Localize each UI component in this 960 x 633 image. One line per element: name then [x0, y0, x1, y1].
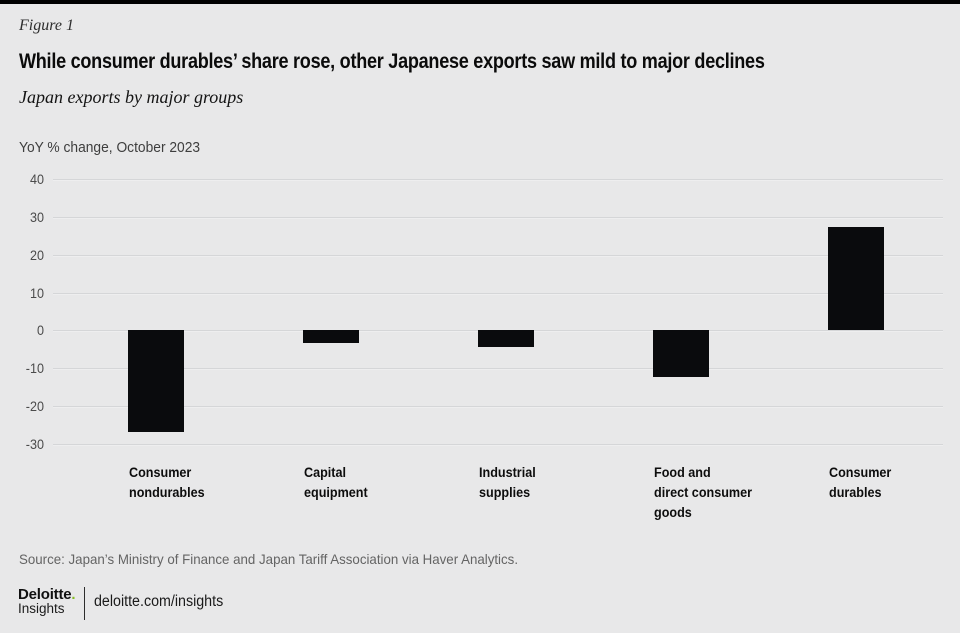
deloitte-green-dot: . — [71, 586, 76, 603]
bar-industrial-supplies — [477, 330, 534, 348]
page-title: While consumer durables’ share rose, oth… — [19, 50, 765, 73]
y-tick-label-10: 10 — [29, 284, 44, 301]
y-tick-label--30: -30 — [25, 436, 44, 452]
gridline-10 — [53, 292, 943, 294]
bar-food-and-direct-consumer-goods — [652, 330, 709, 377]
category-label-consumer-nondurables: Consumer nondurables — [128, 464, 205, 500]
logo-divider — [84, 587, 85, 620]
deloitte-wordmark: Deloitte — [18, 586, 72, 603]
bar-consumer-durables — [827, 226, 884, 331]
figure-label: Figure 1 — [19, 17, 74, 34]
gridline--20 — [53, 406, 943, 408]
gridline-20 — [53, 254, 943, 256]
y-tick-label--10: -10 — [25, 360, 44, 377]
category-label-capital-equipment: Capital equipment — [303, 464, 368, 500]
y-tick-label--20: -20 — [25, 398, 44, 415]
category-label-food-and-direct-consumer-goods: Food and direct consumer goods — [653, 464, 752, 520]
source-text: Source: Japan’s Ministry of Finance and … — [19, 551, 519, 567]
top-accent-bar — [0, 0, 960, 4]
y-tick-label-40: 40 — [29, 171, 44, 187]
gridline--10 — [53, 368, 943, 370]
y-tick-label-20: 20 — [29, 246, 44, 263]
axis-units-label: YoY % change, October 2023 — [19, 139, 201, 156]
deloitte-insights-url: deloitte.com/insights — [94, 593, 224, 610]
gridline--30 — [53, 444, 943, 445]
category-label-consumer-durables: Consumer durables — [828, 464, 891, 500]
y-tick-label-30: 30 — [29, 208, 44, 225]
bar-capital-equipment — [302, 330, 359, 343]
y-tick-label-0: 0 — [36, 322, 44, 339]
deloitte-logo: Deloitte. — [18, 586, 76, 603]
gridline-30 — [53, 216, 943, 218]
gridline-40 — [53, 179, 943, 180]
category-label-industrial-supplies: Industrial supplies — [478, 464, 536, 500]
bar-consumer-nondurables — [127, 330, 184, 432]
deloitte-insights-label: Insights — [18, 601, 65, 616]
chart-subtitle: Japan exports by major groups — [19, 87, 244, 107]
